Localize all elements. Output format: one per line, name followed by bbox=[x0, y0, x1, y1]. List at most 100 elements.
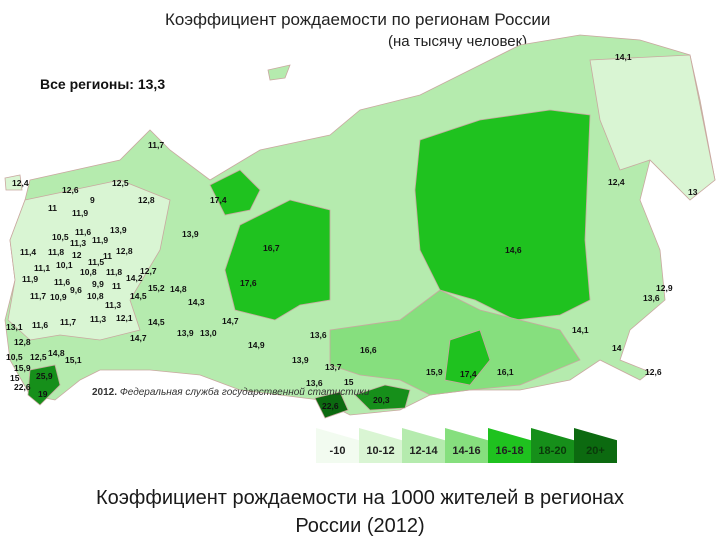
region-value-label: 10,9 bbox=[50, 292, 67, 302]
region-value-label: 11,5 bbox=[88, 257, 104, 267]
region-value-label: 16,6 bbox=[360, 345, 377, 355]
region-area-tyumen bbox=[224, 199, 331, 321]
region-value-label: 13,7 bbox=[325, 362, 342, 372]
region-value-label: 11,9 bbox=[72, 208, 88, 218]
region-value-label: 11,8 bbox=[48, 247, 64, 257]
legend: -10 10-12 12-14 14-16 16-18 18-20 20+ bbox=[316, 428, 617, 463]
region-value-label: 17,4 bbox=[460, 369, 477, 379]
region-value-label: 17,4 bbox=[210, 195, 227, 205]
region-area-caucasus bbox=[27, 364, 61, 406]
region-value-label: 22,6 bbox=[322, 401, 339, 411]
legend-label: 14-16 bbox=[452, 445, 481, 457]
region-value-label: 13,6 bbox=[643, 293, 660, 303]
legend-item: 14-16 bbox=[445, 428, 488, 463]
region-value-label: 14,6 bbox=[505, 245, 522, 255]
region-value-label: 14 bbox=[612, 343, 622, 353]
region-value-label: 12,8 bbox=[138, 195, 155, 205]
region-value-label: 20,3 bbox=[373, 395, 390, 405]
region-value-label: 10,5 bbox=[6, 352, 23, 362]
region-value-label: 11 bbox=[48, 203, 57, 213]
all-regions-value: Все регионы: 13,3 bbox=[40, 76, 166, 92]
region-area-kaliningrad bbox=[4, 174, 23, 191]
region-value-label: 16,7 bbox=[263, 243, 280, 253]
region-value-label: 13,6 bbox=[310, 330, 327, 340]
region-area-novaya-zemlya bbox=[267, 64, 291, 81]
region-area-far-east bbox=[589, 54, 716, 201]
legend-item: 16-18 bbox=[488, 428, 531, 463]
legend-label: 18-20 bbox=[538, 445, 567, 457]
region-value-label: 13,9 bbox=[182, 229, 199, 239]
region-value-label: 12,1 bbox=[116, 313, 133, 323]
region-value-label: 11 bbox=[103, 251, 112, 261]
region-value-label: 11,6 bbox=[32, 320, 48, 330]
legend-label: 16-18 bbox=[495, 445, 524, 457]
region-value-label: 10,1 bbox=[56, 260, 73, 270]
region-value-label: 19 bbox=[38, 389, 48, 399]
region-value-label: 12,4 bbox=[608, 177, 625, 187]
region-value-label: 11,3 bbox=[105, 300, 121, 310]
legend-item: 18-20 bbox=[531, 428, 574, 463]
region-value-label: 11,3 bbox=[70, 238, 86, 248]
region-value-label: 14,5 bbox=[130, 291, 147, 301]
region-value-label: 16,1 bbox=[497, 367, 514, 377]
region-value-label: 12,8 bbox=[116, 246, 133, 256]
region-value-label: 13,9 bbox=[292, 355, 309, 365]
region-value-label: 14,1 bbox=[615, 52, 632, 62]
legend-label: -10 bbox=[329, 445, 346, 457]
region-value-label: 11,7 bbox=[60, 317, 76, 327]
region-value-label: 14,9 bbox=[248, 340, 265, 350]
region-value-label: 15 bbox=[10, 373, 20, 383]
region-value-label: 11,6 bbox=[54, 277, 70, 287]
source-text: Федеральная служба государственной стати… bbox=[119, 387, 370, 398]
legend-label: 12-14 bbox=[409, 445, 438, 457]
region-value-label: 12,6 bbox=[62, 185, 79, 195]
legend-item: 12-14 bbox=[402, 428, 445, 463]
legend-item: 10-12 bbox=[359, 428, 402, 463]
region-value-label: 12,5 bbox=[30, 352, 47, 362]
region-value-label: 13,9 bbox=[110, 225, 127, 235]
region-value-label: 11,8 bbox=[106, 267, 122, 277]
legend-item: -10 bbox=[316, 428, 359, 463]
region-value-label: 12,9 bbox=[656, 283, 673, 293]
region-value-label: 11 bbox=[112, 281, 121, 291]
region-value-label: 11,7 bbox=[148, 140, 164, 150]
region-value-label: 14,8 bbox=[48, 348, 65, 358]
map-title: Коэффициент рождаемости по регионам Росс… bbox=[165, 10, 551, 29]
region-value-label: 15,1 bbox=[65, 355, 82, 365]
region-value-label: 14,2 bbox=[126, 273, 143, 283]
caption-line-1: Коэффициент рождаемости на 1000 жителей … bbox=[95, 487, 625, 509]
region-area-altai bbox=[314, 391, 349, 419]
legend-item: 20+ bbox=[574, 428, 617, 463]
region-value-label: 14,1 bbox=[572, 325, 589, 335]
region-value-label: 14,7 bbox=[130, 333, 147, 343]
source-year: 2012. bbox=[92, 387, 118, 398]
region-value-label: 12,7 bbox=[140, 266, 157, 276]
region-value-label: 14,8 bbox=[170, 284, 187, 294]
region-value-label: 15 bbox=[344, 377, 354, 387]
region-area-yakutia bbox=[414, 109, 591, 321]
region-value-label: 15,9 bbox=[426, 367, 443, 377]
region-value-label: 17,6 bbox=[240, 278, 257, 288]
region-value-label: 11,3 bbox=[90, 314, 106, 324]
region-value-label: 12,4 bbox=[12, 178, 29, 188]
region-value-label: 15,2 bbox=[148, 283, 165, 293]
region-value-label: 13 bbox=[688, 187, 698, 197]
region-value-label: 11,1 bbox=[34, 263, 50, 273]
region-value-label: 12,6 bbox=[645, 367, 662, 377]
region-value-label: 11,4 bbox=[20, 247, 36, 257]
region-value-label: 25,9 bbox=[36, 371, 53, 381]
region-value-label: 12 bbox=[72, 250, 82, 260]
region-area-buryatia bbox=[444, 329, 491, 386]
map-subtitle: (на тысячу человек) bbox=[388, 33, 528, 50]
region-area-yamal bbox=[209, 169, 261, 216]
region-value-label: 9,9 bbox=[92, 279, 104, 289]
region-value-label: 11,7 bbox=[30, 291, 46, 301]
source-note: 2012. Федеральная служба государственной… bbox=[92, 386, 369, 399]
region-area-west bbox=[7, 179, 171, 341]
region-value-label: 14,7 bbox=[222, 316, 239, 326]
region-value-label: 12,5 bbox=[112, 178, 129, 188]
region-value-label: 12,8 bbox=[14, 337, 31, 347]
region-value-label: 13,9 bbox=[177, 328, 194, 338]
